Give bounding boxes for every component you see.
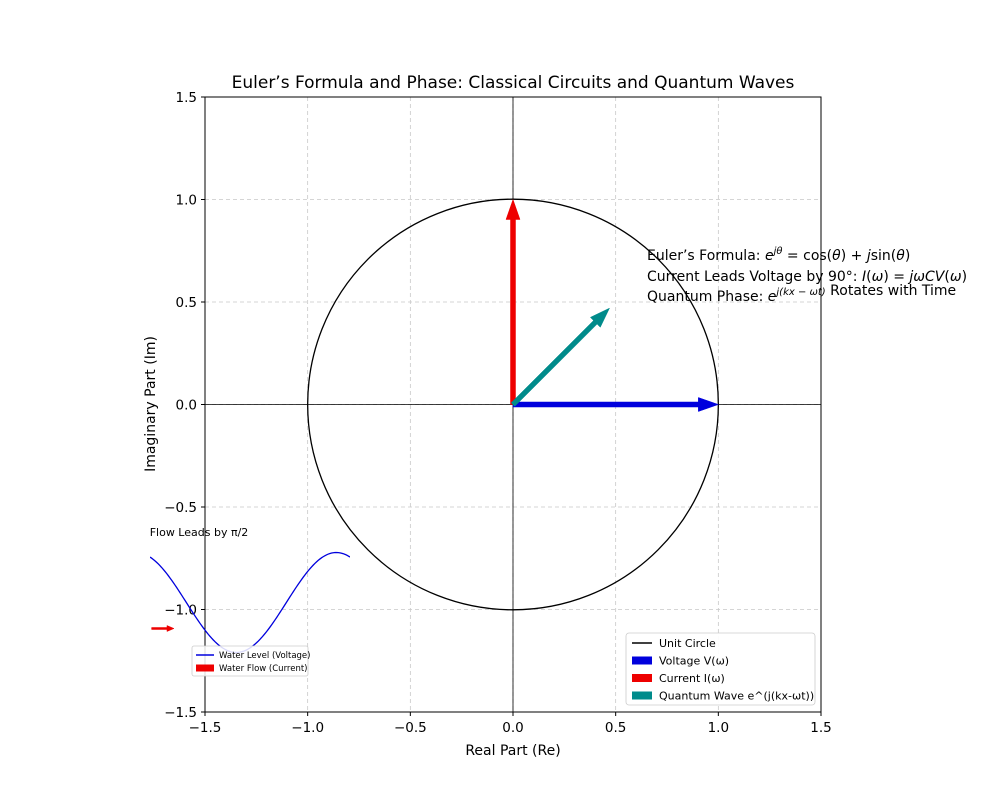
inset-legend-swatch-1 <box>196 664 214 672</box>
legend-label-1: Voltage V(ω) <box>659 655 729 668</box>
annotation-1: Current Leads Voltage by 90°: I(ω) = jωC… <box>647 269 967 285</box>
inset-legend-box <box>191 645 309 677</box>
x-tick-label-1: −1.0 <box>291 720 324 736</box>
inset-title: Flow Leads by π/2 <box>150 526 249 539</box>
legend-swatch-2 <box>632 674 652 682</box>
y-tick-label-5: 1.0 <box>176 193 197 209</box>
legend-label-0: Unit Circle <box>659 637 716 650</box>
x-tick-label-2: −0.5 <box>394 720 427 736</box>
y-tick-label-4: 0.5 <box>176 295 197 311</box>
x-ticks: −1.5 −1.0 −0.5 0.0 0.5 1.0 1.5 <box>189 712 832 736</box>
x-axis-label: Real Part (Re) <box>465 743 560 759</box>
y-tick-label-3: 0.0 <box>176 398 197 414</box>
vector-1 <box>505 198 521 405</box>
x-tick-label-6: 1.5 <box>810 720 831 736</box>
legend-swatch-1 <box>632 656 652 665</box>
vector-2 <box>510 307 611 407</box>
annotation-0: Euler’s Formula: ejθ = cos(θ) + jsin(θ) <box>647 246 910 264</box>
x-tick-label-5: 1.0 <box>708 720 729 736</box>
vectors <box>505 198 720 412</box>
legend: Unit Circle Voltage V(ω) Current I(ω) Quant… <box>625 632 816 706</box>
inset-legend-label-1: Water Flow (Current) <box>219 664 308 674</box>
y-axis-label: Imaginary Part (Im) <box>143 336 159 472</box>
y-tick-label-2: −0.5 <box>164 500 197 516</box>
vector-0 <box>512 397 720 412</box>
inset-legend-label-0: Water Level (Voltage) <box>219 651 310 661</box>
x-tick-label-4: 0.5 <box>605 720 626 736</box>
legend-label-3: Quantum Wave e^(j(kx-ωt)) <box>659 690 814 703</box>
y-tick-label-0: −1.5 <box>164 705 197 721</box>
x-tick-label-0: −1.5 <box>189 720 222 736</box>
inset-legend: Water Level (Voltage) Water Flow (Current… <box>191 645 310 677</box>
y-tick-label-6: 1.5 <box>176 90 197 106</box>
x-tick-label-3: 0.0 <box>502 720 523 736</box>
inset-flow-arrow <box>151 625 175 632</box>
inset-water-analogy: Flow Leads by π/2 Water Level (Voltage)W… <box>150 526 350 677</box>
chart-title: Euler’s Formula and Phase: Classical Cir… <box>232 73 795 93</box>
legend-label-2: Current I(ω) <box>659 672 725 685</box>
y-ticks: −1.5−1.0−0.50.00.51.01.5 <box>164 90 205 721</box>
annotations: Euler’s Formula: ejθ = cos(θ) + jsin(θ) C… <box>647 246 967 305</box>
inset-arrow <box>151 625 175 632</box>
legend-box <box>625 632 816 706</box>
legend-swatch-3 <box>632 691 652 700</box>
annotation-2: Quantum Phase: ej(kx − ωt) Rotates with … <box>647 283 956 305</box>
